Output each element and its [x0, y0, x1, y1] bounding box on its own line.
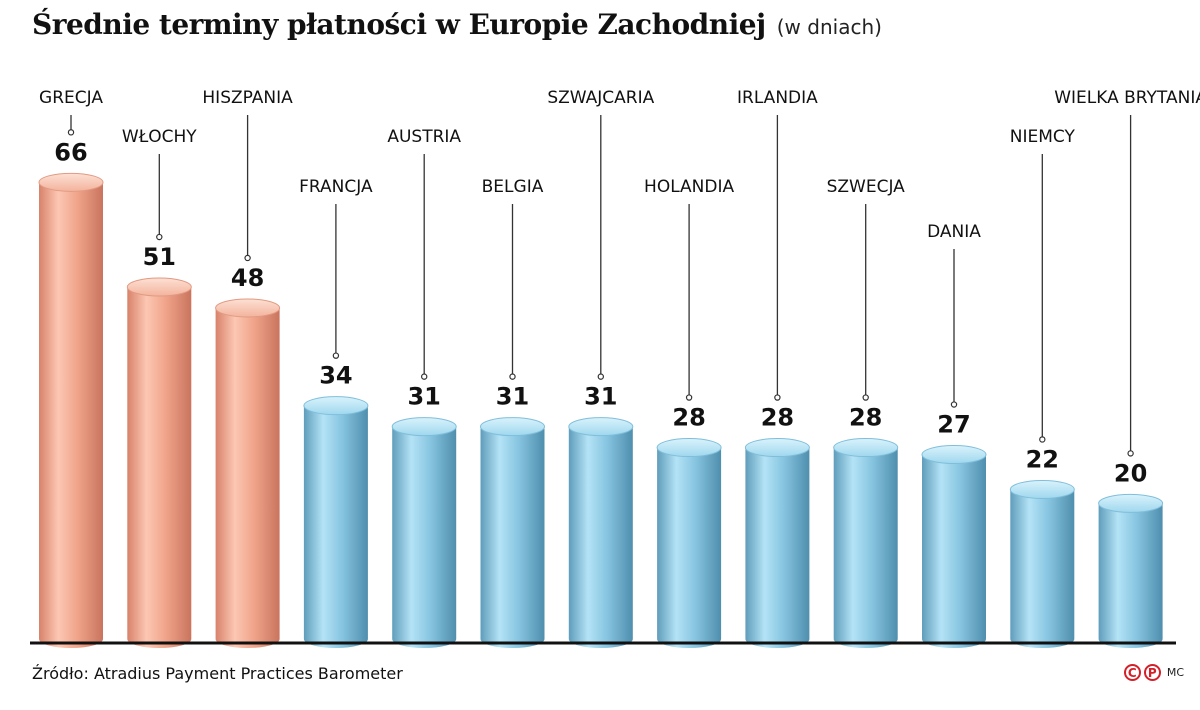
data-label: 51	[143, 243, 176, 271]
category-label: SZWECJA	[827, 177, 906, 197]
leader-dot	[862, 394, 869, 401]
leader-dot	[950, 401, 958, 408]
bar-group: 66 GRECJA	[38, 88, 104, 648]
bar	[1098, 503, 1163, 648]
category-label: WIELKA BRYTANIA	[1054, 88, 1200, 108]
bar-group: 27 DANIA	[921, 222, 987, 648]
bar-top-cap	[1009, 479, 1075, 499]
leader-dot	[509, 373, 516, 380]
leader-dot	[1127, 450, 1134, 457]
leader-dot	[774, 394, 781, 401]
category-label: FRANCJA	[299, 177, 373, 197]
category-label: SZWAJCARIA	[547, 88, 654, 108]
category-label: HOLANDIA	[644, 177, 734, 197]
bar-top-cap	[921, 445, 987, 465]
bar-group: 31 BELGIA	[480, 177, 545, 648]
chart-title: Średnie terminy płatności w Europie Zach…	[32, 8, 766, 41]
bar	[39, 182, 103, 648]
data-label: 20	[1114, 459, 1147, 487]
category-label: AUSTRIA	[387, 127, 461, 147]
bar-group: 48 HISZPANIA	[202, 88, 293, 648]
bar-group: 34 FRANCJA	[299, 177, 373, 648]
bar-top-cap	[744, 438, 810, 458]
bar	[303, 405, 368, 648]
bar-group: 20 WIELKA BRYTANIA	[1054, 88, 1200, 648]
category-label: GRECJA	[39, 88, 103, 108]
bar-top-cap	[391, 417, 457, 437]
copyright-p-icon: P	[1143, 664, 1161, 681]
data-label: 31	[407, 383, 440, 411]
leader-dot	[597, 373, 605, 380]
title-row: Średnie terminy płatności w Europie Zach…	[32, 8, 882, 41]
bar-group: 28 SZWECJA	[827, 177, 906, 648]
source-note: Źródło: Atradius Payment Practices Barom…	[32, 664, 403, 683]
data-label: 28	[849, 404, 882, 432]
category-label: DANIA	[927, 222, 981, 242]
credits: C P MC	[1123, 664, 1184, 681]
data-label: 66	[54, 138, 87, 166]
chart-plot: 66 GRECJA 51 WŁOCHY 48 HISZPANIA 34 FRANCJA 31 AU…	[30, 88, 1200, 648]
data-label: 48	[231, 264, 264, 292]
bar-top-cap	[568, 417, 634, 437]
bar	[392, 426, 457, 648]
bar	[1010, 489, 1075, 648]
leader-dot	[67, 129, 75, 136]
leader-dot	[156, 233, 163, 241]
data-label: 28	[672, 404, 705, 432]
chart-unit: (w dniach)	[776, 15, 882, 39]
bar-top-cap	[303, 396, 369, 416]
bar-top-cap	[1098, 493, 1164, 513]
bar-top-cap	[480, 417, 545, 437]
category-label: HISZPANIA	[202, 88, 293, 108]
data-label: 28	[761, 404, 794, 432]
category-label: WŁOCHY	[122, 127, 197, 147]
bar-group: 31 AUSTRIA	[387, 127, 461, 648]
bar-group: 31 SZWAJCARIA	[547, 88, 655, 648]
data-label: 27	[937, 411, 970, 439]
bar-group: 28 HOLANDIA	[644, 177, 735, 648]
bar-top-cap	[656, 438, 722, 458]
copyright-c-icon: C	[1123, 664, 1141, 681]
data-label: 31	[496, 383, 529, 411]
leader-dot	[1039, 436, 1046, 443]
bar	[215, 307, 280, 648]
bar	[922, 454, 986, 648]
leader-dot	[421, 373, 428, 380]
bar	[745, 447, 810, 648]
data-label: 34	[319, 362, 352, 390]
bar-group: 28 IRLANDIA	[737, 88, 818, 648]
bar-top-cap	[38, 172, 104, 192]
bar-group: 22 NIEMCY	[1009, 127, 1076, 648]
bar	[480, 426, 545, 648]
bar-top-cap	[833, 438, 899, 458]
leader-dot	[332, 352, 340, 359]
data-label: 31	[584, 383, 617, 411]
bar	[657, 447, 722, 648]
bar-group: 51 WŁOCHY	[122, 127, 197, 648]
category-label: BELGIA	[482, 177, 544, 197]
category-label: NIEMCY	[1010, 127, 1076, 147]
leader-dot	[685, 394, 693, 401]
bar-top-cap	[126, 277, 192, 297]
data-label: 22	[1026, 445, 1059, 473]
bar	[127, 287, 192, 648]
credit-initials: MC	[1166, 666, 1184, 679]
leader-dot	[244, 254, 251, 262]
bar-top-cap	[215, 298, 281, 318]
bar	[833, 447, 898, 648]
bar	[568, 426, 633, 648]
category-label: IRLANDIA	[737, 88, 818, 108]
bars-layer: 66 GRECJA 51 WŁOCHY 48 HISZPANIA 34 FRANCJA 31 AU…	[38, 88, 1200, 648]
